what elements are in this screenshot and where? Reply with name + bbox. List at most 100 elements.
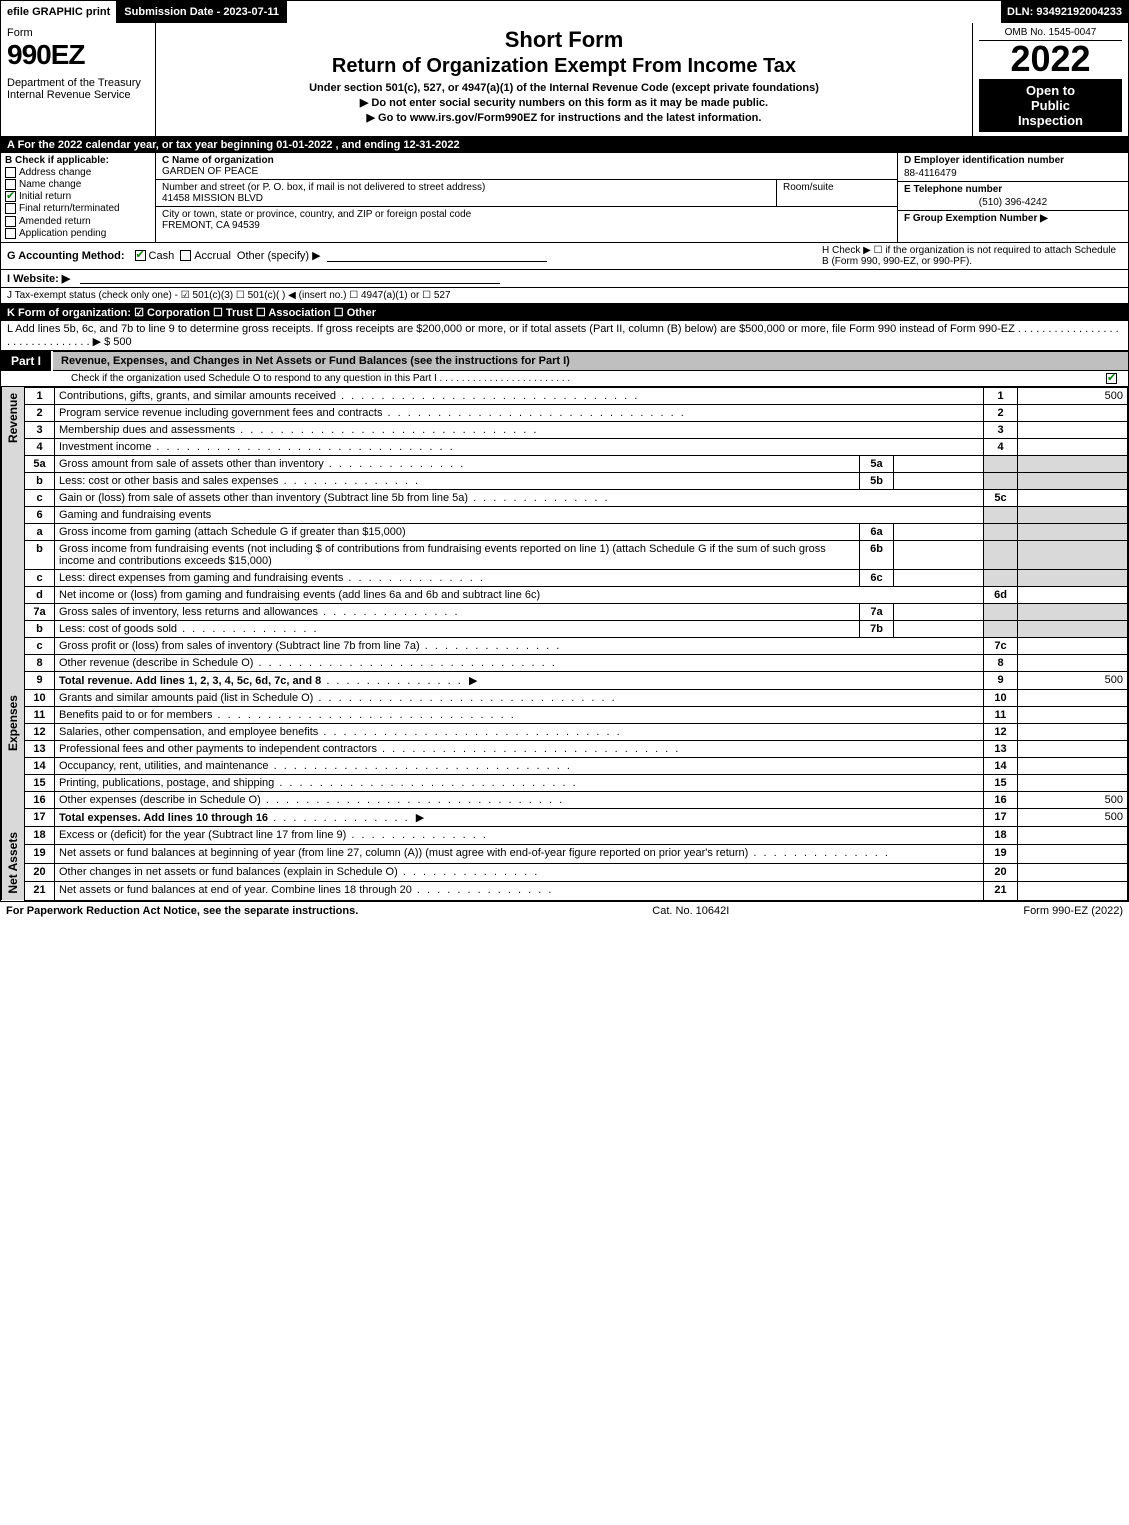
line-k: K Form of organization: ☑ Corporation ☐ … xyxy=(1,304,1128,321)
amt-16: 500 xyxy=(1018,791,1128,808)
chk-amended-return[interactable]: Amended return xyxy=(5,216,151,227)
chk-cash[interactable]: Cash xyxy=(135,250,175,262)
val-5a xyxy=(894,455,984,472)
efile-label: efile GRAPHIC print xyxy=(1,1,118,23)
ein-label: D Employer identification number xyxy=(904,155,1122,166)
row-15: 15 Printing, publications, postage, and … xyxy=(2,774,1128,791)
row-7c: c Gross profit or (loss) from sales of i… xyxy=(2,637,1128,654)
entity-block: B Check if applicable: Address change Na… xyxy=(1,153,1128,243)
amt-3 xyxy=(1018,421,1128,438)
tax-year: 2022 xyxy=(979,41,1122,77)
amt-9: 500 xyxy=(1018,671,1128,689)
part-i-sub: Check if the organization used Schedule … xyxy=(1,371,1128,387)
header-center: Short Form Return of Organization Exempt… xyxy=(156,23,973,136)
street-block: Number and street (or P. O. box, if mail… xyxy=(156,180,777,206)
part-i-title: Revenue, Expenses, and Changes in Net As… xyxy=(53,352,1128,370)
row-6a: a Gross income from gaming (attach Sched… xyxy=(2,523,1128,540)
side-net-assets: Net Assets xyxy=(2,826,25,900)
chk-accrual[interactable]: Accrual xyxy=(180,250,231,262)
row-12: 12 Salaries, other compensation, and emp… xyxy=(2,723,1128,740)
room-suite: Room/suite xyxy=(777,180,897,206)
amt-20 xyxy=(1018,863,1128,881)
org-name-block: C Name of organization GARDEN OF PEACE xyxy=(156,153,897,180)
amt-1: 500 xyxy=(1018,387,1128,404)
row-18: Net Assets 18 Excess or (deficit) for th… xyxy=(2,826,1128,844)
street-address: 41458 MISSION BLVD xyxy=(162,193,263,204)
val-6b xyxy=(894,540,984,569)
amt-7c xyxy=(1018,637,1128,654)
dln: DLN: 93492192004233 xyxy=(1001,1,1128,23)
ein-value: 88-4116479 xyxy=(904,168,1122,179)
chk-final-return[interactable]: Final return/terminated xyxy=(5,203,151,214)
row-16: 16 Other expenses (describe in Schedule … xyxy=(2,791,1128,808)
open-to-public: Open to Public Inspection xyxy=(979,79,1122,132)
val-7a xyxy=(894,603,984,620)
row-3: 3 Membership dues and assessments 3 xyxy=(2,421,1128,438)
row-10: Expenses 10 Grants and similar amounts p… xyxy=(2,689,1128,706)
line-i-lead: I Website: ▶ xyxy=(7,272,70,285)
chk-address-change[interactable]: Address change xyxy=(5,167,151,178)
row-11: 11 Benefits paid to or for members 11 xyxy=(2,706,1128,723)
row-7a: 7a Gross sales of inventory, less return… xyxy=(2,603,1128,620)
row-14: 14 Occupancy, rent, utilities, and maint… xyxy=(2,757,1128,774)
page-footer: For Paperwork Reduction Act Notice, see … xyxy=(0,902,1129,920)
tel-value: (510) 396-4242 xyxy=(904,197,1122,208)
chk-initial-return[interactable]: Initial return xyxy=(5,191,151,202)
footer-center: Cat. No. 10642I xyxy=(358,905,1023,917)
submission-date: Submission Date - 2023-07-11 xyxy=(118,1,287,23)
line-g-h: G Accounting Method: Cash Accrual Other … xyxy=(1,243,1128,270)
top-bar: efile GRAPHIC print Submission Date - 20… xyxy=(1,1,1128,23)
org-name: GARDEN OF PEACE xyxy=(162,166,258,177)
part-i-schedule-o-check[interactable] xyxy=(1106,373,1120,384)
header-right: OMB No. 1545-0047 2022 Open to Public In… xyxy=(973,23,1128,136)
side-expenses: Expenses xyxy=(2,689,25,826)
val-6a xyxy=(894,523,984,540)
line-g-lead: G Accounting Method: xyxy=(7,250,125,262)
val-5b xyxy=(894,472,984,489)
amt-13 xyxy=(1018,740,1128,757)
form-word: Form xyxy=(7,27,149,39)
row-9: 9 Total revenue. Add lines 1, 2, 3, 4, 5… xyxy=(2,671,1128,689)
city-block: City or town, state or province, country… xyxy=(156,207,897,233)
acct-other-blank[interactable] xyxy=(327,250,547,262)
row-17: 17 Total expenses. Add lines 10 through … xyxy=(2,808,1128,826)
amt-4 xyxy=(1018,438,1128,455)
row-21: 21 Net assets or fund balances at end of… xyxy=(2,882,1128,900)
amt-18 xyxy=(1018,826,1128,844)
amt-10 xyxy=(1018,689,1128,706)
row-13: 13 Professional fees and other payments … xyxy=(2,740,1128,757)
amt-2 xyxy=(1018,404,1128,421)
col-c: C Name of organization GARDEN OF PEACE N… xyxy=(156,153,898,242)
tel-label: E Telephone number xyxy=(904,184,1122,195)
arrow-icon: ▶ xyxy=(416,812,424,824)
col-def: D Employer identification number 88-4116… xyxy=(898,153,1128,242)
chk-application-pending[interactable]: Application pending xyxy=(5,228,151,239)
part-i-header: Part I Revenue, Expenses, and Changes in… xyxy=(1,351,1128,371)
row-1: Revenue 1 Contributions, gifts, grants, … xyxy=(2,387,1128,404)
part-i-tag: Part I xyxy=(1,351,53,371)
line-h: H Check ▶ ☐ if the organization is not r… xyxy=(822,245,1122,267)
row-5c: c Gain or (loss) from sale of assets oth… xyxy=(2,489,1128,506)
form-title: Return of Organization Exempt From Incom… xyxy=(164,55,964,78)
form-header: Form 990EZ Department of the Treasury In… xyxy=(1,23,1128,137)
chk-name-change[interactable]: Name change xyxy=(5,179,151,190)
amt-8 xyxy=(1018,654,1128,671)
row-6c: c Less: direct expenses from gaming and … xyxy=(2,569,1128,586)
street-label: Number and street (or P. O. box, if mail… xyxy=(162,182,485,193)
irs-label: Internal Revenue Service xyxy=(7,89,149,101)
footer-left: For Paperwork Reduction Act Notice, see … xyxy=(6,905,358,917)
line-l: L Add lines 5b, 6c, and 7b to line 9 to … xyxy=(1,321,1128,351)
website-blank[interactable] xyxy=(80,272,500,284)
short-form-label: Short Form xyxy=(164,27,964,53)
amt-14 xyxy=(1018,757,1128,774)
val-6c xyxy=(894,569,984,586)
amt-17: 500 xyxy=(1018,808,1128,826)
goto-link[interactable]: ▶ Go to www.irs.gov/Form990EZ for instru… xyxy=(164,111,964,124)
under-section: Under section 501(c), 527, or 4947(a)(1)… xyxy=(164,82,964,94)
line-j: J Tax-exempt status (check only one) - ☑… xyxy=(1,288,1128,304)
val-7b xyxy=(894,620,984,637)
row-6: 6 Gaming and fundraising events xyxy=(2,506,1128,523)
amt-11 xyxy=(1018,706,1128,723)
amt-15 xyxy=(1018,774,1128,791)
row-20: 20 Other changes in net assets or fund b… xyxy=(2,863,1128,881)
